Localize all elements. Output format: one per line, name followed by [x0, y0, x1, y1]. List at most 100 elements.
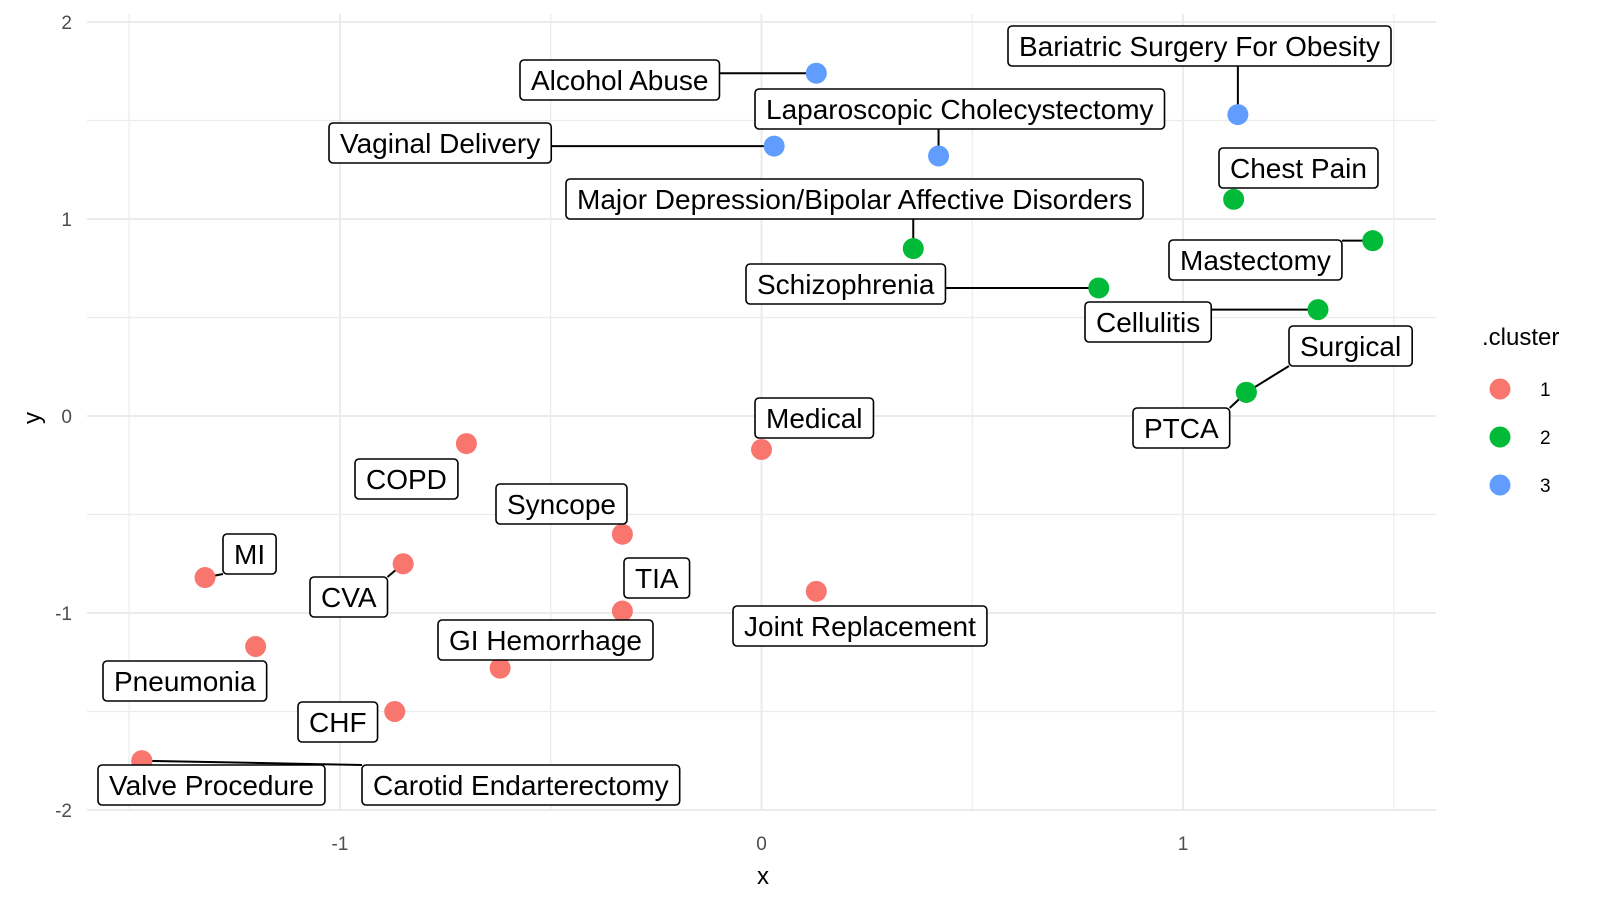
point-label: Surgical — [1288, 325, 1413, 367]
data-point — [1088, 277, 1110, 299]
label-text: MI — [234, 539, 265, 570]
point-label: Mastectomy — [1168, 239, 1343, 281]
label-text: Cellulitis — [1096, 307, 1200, 338]
label-box — [754, 88, 1166, 130]
label-text: Bariatric Surgery For Obesity — [1019, 31, 1380, 62]
label-text: Chest Pain — [1230, 153, 1367, 184]
point-label: Alcohol Abuse — [519, 59, 721, 101]
data-point — [1307, 299, 1329, 321]
data-point — [392, 553, 414, 575]
legend-key — [1489, 378, 1511, 400]
label-box — [309, 576, 389, 618]
data-point — [805, 62, 827, 84]
label-box — [222, 533, 277, 575]
data-point — [611, 600, 633, 622]
label-box — [565, 178, 1144, 220]
point-label: Cellulitis — [1084, 301, 1213, 343]
y-tick-label: 1 — [61, 210, 72, 231]
label-box — [623, 557, 691, 599]
data-point — [611, 523, 633, 545]
y-tick-label: 2 — [61, 13, 72, 34]
label-text: Surgical — [1300, 331, 1401, 362]
x-tick-label: 0 — [756, 834, 767, 855]
legend-label: 2 — [1540, 428, 1551, 449]
label-box — [328, 122, 553, 164]
label-box — [361, 764, 681, 806]
y-axis-title: y — [19, 412, 46, 424]
label-text: Mastectomy — [1180, 245, 1331, 276]
data-point — [928, 145, 950, 167]
data-point — [1362, 230, 1384, 252]
label-text: PTCA — [1144, 413, 1219, 444]
label-text: Syncope — [507, 489, 616, 520]
y-tick-label: -1 — [55, 604, 72, 625]
label-text: Schizophrenia — [757, 269, 935, 300]
data-point — [1227, 104, 1249, 126]
label-box — [297, 701, 379, 743]
point-label: Pneumonia — [102, 660, 268, 702]
label-box — [97, 764, 326, 806]
y-axis-ticks: -2 -1 0 1 2 — [55, 13, 72, 822]
label-text: CVA — [321, 582, 377, 613]
label-box — [354, 458, 459, 500]
label-text: Laparoscopic Cholecystectomy — [766, 94, 1154, 125]
point-label: COPD — [354, 458, 459, 500]
point-labels: Alcohol Abuse Bariatric Surgery For Obesi… — [97, 25, 1413, 806]
point-label: Vaginal Delivery — [328, 122, 553, 164]
y-tick-label: -2 — [55, 801, 72, 822]
leader-line — [141, 759, 363, 766]
data-points — [131, 62, 1384, 772]
x-axis-title: x — [757, 863, 769, 890]
legend-title: .cluster — [1482, 324, 1559, 351]
point-label: TIA — [623, 557, 691, 599]
legend-label: 3 — [1540, 476, 1551, 497]
x-axis-ticks: -1 0 1 — [331, 834, 1188, 855]
data-point — [1235, 381, 1257, 403]
point-label: CVA — [309, 576, 389, 618]
point-label: GI Hemorrhage — [437, 619, 654, 661]
data-point — [489, 657, 511, 679]
point-label: Syncope — [495, 483, 628, 525]
label-text: Major Depression/Bipolar Affective Disor… — [577, 184, 1132, 215]
label-text: TIA — [635, 563, 679, 594]
label-box — [102, 660, 268, 702]
point-label: Schizophrenia — [745, 263, 947, 305]
data-point — [902, 238, 924, 260]
y-tick-label: 0 — [61, 407, 72, 428]
data-point — [1223, 188, 1245, 210]
point-label: Major Depression/Bipolar Affective Disor… — [565, 178, 1144, 220]
label-box — [732, 605, 988, 647]
label-box — [1168, 239, 1343, 281]
data-point — [805, 580, 827, 602]
legend-label: 1 — [1540, 380, 1551, 401]
data-point — [194, 567, 216, 589]
label-text: Carotid Endarterectomy — [373, 770, 669, 801]
point-label: Laparoscopic Cholecystectomy — [754, 88, 1166, 130]
label-box — [1288, 325, 1413, 367]
point-label: Joint Replacement — [732, 605, 988, 647]
label-box — [437, 619, 654, 661]
label-text: GI Hemorrhage — [449, 625, 642, 656]
label-box — [519, 59, 721, 101]
point-label: Medical — [754, 397, 875, 439]
point-label: Valve Procedure — [97, 764, 326, 806]
legend-key — [1489, 426, 1511, 448]
point-label: PTCA — [1132, 407, 1231, 449]
label-text: Valve Procedure — [109, 770, 314, 801]
data-point — [384, 701, 406, 722]
label-text: Joint Replacement — [744, 611, 976, 642]
point-label: Bariatric Surgery For Obesity — [1007, 25, 1392, 67]
label-box — [754, 397, 875, 439]
label-text: Alcohol Abuse — [531, 65, 708, 96]
label-text: COPD — [366, 464, 447, 495]
label-box — [495, 483, 628, 525]
label-box — [1084, 301, 1213, 343]
data-point — [763, 135, 785, 157]
label-text: Medical — [766, 403, 862, 434]
data-point — [245, 635, 267, 657]
label-leader-lines — [141, 66, 1373, 766]
label-box — [745, 263, 947, 305]
data-point — [455, 433, 477, 455]
point-label: Carotid Endarterectomy — [361, 764, 681, 806]
legend: .cluster 1 2 3 — [1482, 324, 1559, 497]
